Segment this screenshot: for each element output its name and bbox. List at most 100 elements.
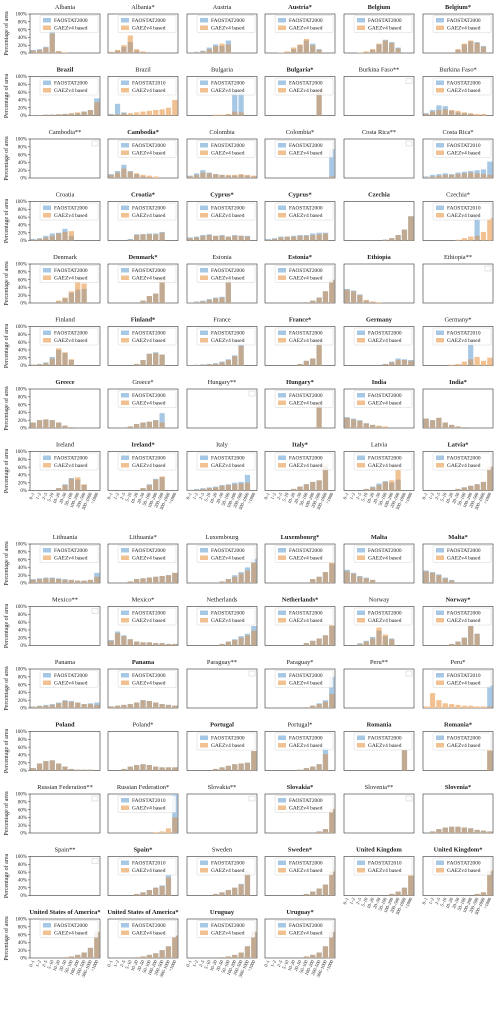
panel-14: Colombia FAOSTAT2000 GAEZv4 based bbox=[186, 129, 258, 179]
y-tick-label: 0% bbox=[20, 644, 27, 649]
bar-gaez bbox=[146, 110, 152, 116]
x-tick-label: 2–5 bbox=[41, 959, 49, 968]
bar-overlap bbox=[244, 762, 251, 771]
panel-title: Ethiopia** bbox=[444, 254, 472, 261]
x-tick-label: 10–20 bbox=[130, 491, 140, 504]
legend-frame bbox=[274, 857, 334, 876]
bar-overlap bbox=[68, 360, 74, 366]
bar-overlap bbox=[408, 876, 414, 896]
panel-title: Austria bbox=[213, 4, 232, 11]
panel-78: Spain** 0% 20% 40% 60% 80% 100% Percentage of a… bbox=[3, 847, 101, 899]
bar-faostat bbox=[487, 161, 493, 178]
panel-title: Peru** bbox=[370, 659, 388, 666]
bar-overlap bbox=[114, 114, 121, 116]
x-tick-label: 1–2 bbox=[270, 959, 278, 968]
legend-swatch-gaez bbox=[200, 25, 208, 30]
bar-overlap bbox=[213, 174, 219, 178]
y-tick-label: 60% bbox=[18, 933, 27, 938]
panel-title: Panama bbox=[132, 659, 155, 666]
x-tick-label: 10–20 bbox=[52, 959, 62, 972]
legend-label-gaez: GAEZv4 based bbox=[289, 151, 323, 157]
x-tick-label: 1–2 bbox=[349, 491, 357, 500]
legend-label-gaez: GAEZv4 based bbox=[132, 556, 166, 562]
bar-overlap bbox=[68, 427, 74, 428]
panel-17: Costa Rica* FAOSTAT2010 GAEZv4 based bbox=[422, 129, 494, 179]
bar-overlap bbox=[329, 626, 335, 646]
bar-overlap bbox=[442, 578, 448, 583]
bar-overlap bbox=[172, 936, 178, 958]
bar-overlap bbox=[49, 235, 55, 241]
x-tick-label: 20–50 bbox=[293, 959, 303, 972]
y-tick-label: 20% bbox=[18, 231, 27, 236]
y-tick-label: 60% bbox=[18, 466, 27, 471]
panel-title: Norway bbox=[369, 597, 390, 604]
bar-overlap bbox=[238, 483, 244, 491]
panel-40: India FAOSTAT2000 GAEZv4 based bbox=[343, 379, 415, 429]
legend: FAOSTAT2000 GAEZv4 based bbox=[39, 15, 99, 33]
panel-1: Albania* FAOSTAT2000 GAEZv4 based bbox=[107, 4, 179, 54]
x-tick-label: 0–1 bbox=[263, 491, 271, 500]
bar-overlap bbox=[127, 114, 133, 116]
legend-frame bbox=[39, 545, 99, 563]
x-tick-label: 5–10 bbox=[360, 491, 369, 502]
bar-overlap bbox=[350, 419, 357, 428]
legend-label-faostat: FAOSTAT2000 bbox=[289, 81, 323, 87]
bar-overlap bbox=[474, 633, 480, 646]
bar-overlap bbox=[329, 809, 335, 833]
axes-frame bbox=[343, 138, 415, 179]
axes-frame bbox=[29, 793, 101, 834]
bar-gaez bbox=[480, 360, 487, 366]
bar-overlap bbox=[114, 172, 121, 178]
panel-41: India* bbox=[422, 379, 494, 429]
x-tick-label: >1000 bbox=[325, 959, 335, 972]
legend-swatch-gaez bbox=[278, 88, 286, 93]
legend-swatch-faostat bbox=[121, 455, 129, 460]
legend-label-faostat: FAOSTAT2000 bbox=[289, 331, 323, 337]
panel-title: Latvia bbox=[371, 442, 387, 449]
x-tick-label: 2–5 bbox=[355, 896, 363, 905]
x-tick-label: >1000 bbox=[247, 959, 257, 972]
bar-overlap bbox=[36, 49, 43, 53]
legend-label-gaez: GAEZv4 based bbox=[54, 26, 88, 32]
x-tick-label: 10–20 bbox=[366, 896, 376, 909]
y-tick-label: 20% bbox=[18, 761, 27, 766]
bar-overlap bbox=[153, 643, 159, 646]
bar-overlap bbox=[75, 113, 81, 116]
legend-swatch-faostat bbox=[121, 393, 129, 398]
legend-swatch-gaez bbox=[436, 463, 444, 468]
legend-swatch-gaez bbox=[278, 618, 286, 623]
bar-overlap bbox=[187, 176, 193, 178]
legend-swatch-faostat bbox=[278, 330, 286, 335]
bar-overlap bbox=[49, 358, 55, 366]
bar-overlap bbox=[108, 114, 114, 116]
bar-overlap bbox=[134, 702, 140, 708]
bar-faostat bbox=[474, 216, 480, 241]
legend-label-faostat: FAOSTAT2000 bbox=[54, 18, 88, 24]
legend-swatch-faostat bbox=[200, 610, 208, 615]
axes-frame bbox=[343, 856, 415, 896]
bar-overlap bbox=[206, 235, 212, 241]
bar-gaez bbox=[62, 52, 68, 53]
legend-swatch-faostat bbox=[200, 80, 208, 85]
bar-overlap bbox=[127, 581, 133, 583]
x-tick-label: >1000 bbox=[247, 491, 257, 504]
y-tick-label: 40% bbox=[18, 286, 27, 291]
bar-overlap bbox=[474, 235, 480, 241]
bar-overlap bbox=[461, 637, 467, 646]
legend-swatch-gaez bbox=[357, 338, 365, 343]
bar-overlap bbox=[121, 768, 127, 771]
x-tick-label: 50–100 bbox=[141, 491, 152, 506]
y-tick-label: 100% bbox=[15, 325, 27, 330]
panel-title: Mexico** bbox=[52, 597, 78, 604]
bar-gaez bbox=[449, 364, 455, 366]
legend-frame bbox=[274, 732, 334, 751]
bar-overlap bbox=[480, 174, 487, 178]
panel-title: Costa Rica** bbox=[362, 129, 396, 136]
